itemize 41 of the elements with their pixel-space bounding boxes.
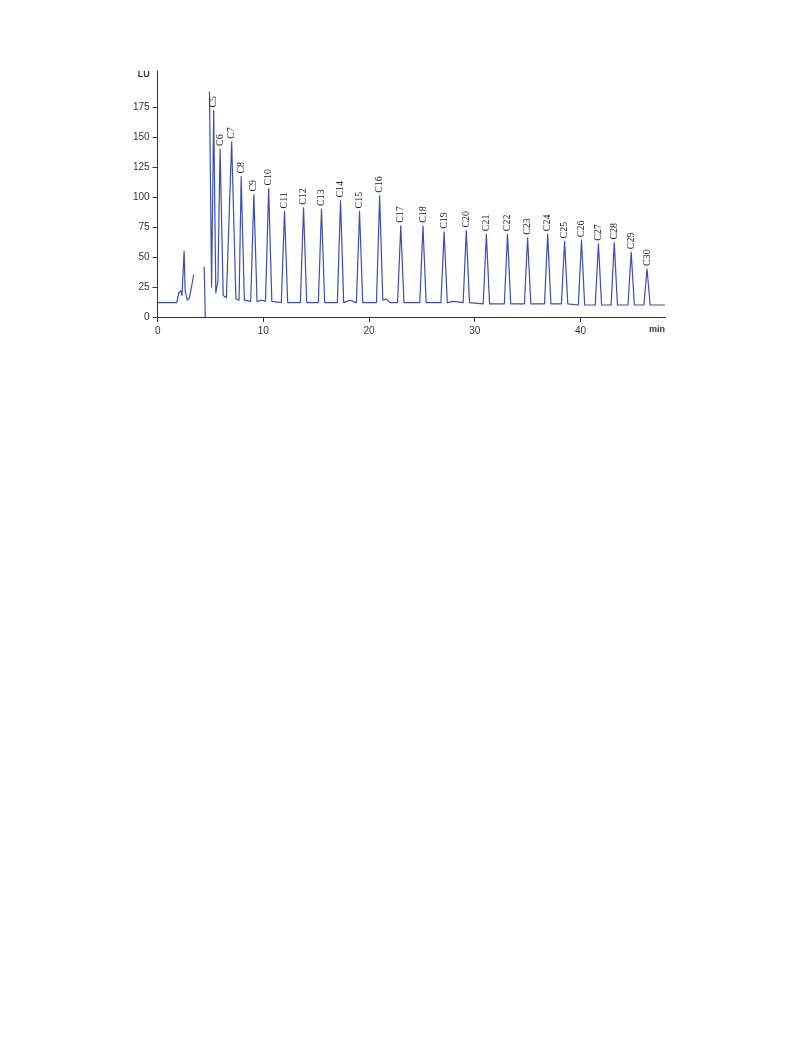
annotation: C8 (234, 161, 246, 174)
annotation: C30 (640, 249, 652, 266)
annotation: C26 (575, 220, 587, 238)
annotation: C24 (541, 214, 553, 232)
y-tick-label: 75 (138, 220, 151, 232)
y-tick-label: 0 (144, 310, 151, 322)
annotation: C22 (501, 214, 513, 232)
annotation: C11 (278, 192, 290, 209)
annotation: C6 (213, 134, 225, 146)
annotation: C12 (297, 188, 309, 205)
y-tick-label: 150 (133, 130, 151, 142)
x-tick-label: 20 (363, 324, 376, 336)
x-tick-label: 0 (154, 324, 161, 336)
annotation: C14 (334, 180, 346, 198)
x-tick-label: 30 (469, 324, 481, 336)
x-tick-label: 40 (574, 324, 587, 336)
annotation: C15 (353, 191, 365, 209)
annotation: C25 (558, 221, 570, 239)
annotation: C10 (262, 168, 274, 186)
y-tick-label: 125 (133, 160, 151, 172)
annotation: C20 (459, 210, 471, 228)
annotation: C29 (624, 232, 636, 250)
y-tick-label: 175 (133, 100, 151, 112)
y-tick-label: 25 (138, 280, 151, 292)
annotation: C23 (521, 218, 533, 235)
annotation: C18 (416, 206, 428, 223)
annotation: C17 (394, 206, 406, 223)
annotation: C19 (437, 212, 449, 229)
annotation: C27 (592, 224, 604, 241)
x-tick-label: 10 (257, 324, 270, 336)
annotation: C7 (225, 127, 237, 139)
annotation: C9 (247, 179, 259, 192)
annotation: C21 (480, 214, 492, 232)
x-axis-title: min (648, 323, 665, 334)
y-tick-label: 50 (138, 250, 151, 262)
y-axis-title: LU (137, 69, 150, 80)
annotation: C28 (607, 222, 619, 240)
annotation: C5 (207, 95, 219, 108)
annotation: C16 (373, 176, 385, 193)
annotation: C13 (315, 189, 327, 206)
y-tick-label: 100 (133, 190, 151, 202)
